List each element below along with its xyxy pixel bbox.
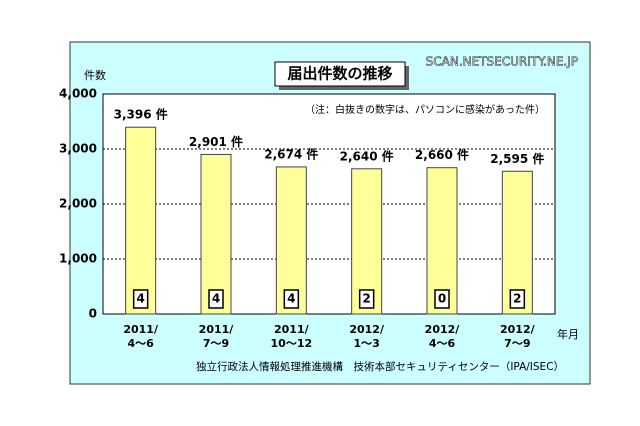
source: 独立行政法人情報処理推進機構 技術本部セキュリティセンター（IPA/ISEC） <box>196 360 564 373</box>
x-tick-label: 4～6 <box>128 337 155 350</box>
value-label: 2,640 件 <box>340 148 394 163</box>
infected-label: 2 <box>362 292 370 306</box>
x-tick-label: 1～3 <box>354 337 380 350</box>
infected-label: 0 <box>438 292 446 306</box>
x-tick-label: 7～9 <box>504 337 530 350</box>
x-tick-label: 2012/ <box>500 323 536 336</box>
infected-label: 4 <box>136 292 144 306</box>
infected-box <box>509 289 526 309</box>
bar <box>125 126 157 315</box>
x-tick-label: 4～6 <box>429 337 456 350</box>
infected-box <box>132 289 149 309</box>
x-tick-label: 2012/ <box>425 323 461 336</box>
y-tick-label: 2,000 <box>59 197 97 211</box>
infected-box <box>434 289 450 309</box>
infected-label: 4 <box>212 292 220 306</box>
infected-box <box>208 289 224 309</box>
x-tick-label: 2011/ <box>274 323 310 336</box>
infected-label: 4 <box>287 292 295 306</box>
watermark: SCAN.NETSECURITY.NE.JP <box>426 55 578 69</box>
y-tick-label: 1,000 <box>59 252 97 266</box>
value-label: 2,674 件 <box>264 146 318 161</box>
y-tick-label: 0 <box>89 307 97 321</box>
value-label: 2,595 件 <box>490 151 544 166</box>
infected-box <box>283 289 300 309</box>
x-tick-label: 10～12 <box>271 337 313 350</box>
value-label: 2,660 件 <box>415 147 469 162</box>
y-axis-label: 件数 <box>84 69 106 82</box>
value-label: 3,396 件 <box>114 107 168 122</box>
bar <box>200 153 232 315</box>
y-tick-label: 4,000 <box>59 87 97 101</box>
infected-label: 2 <box>513 292 521 306</box>
x-tick-label: 2011/ <box>123 323 159 336</box>
x-axis-label: 年月 <box>557 327 579 341</box>
title-box <box>274 61 406 87</box>
note: （注：白抜きの数字は、パソコンに感染があった件） <box>305 103 545 116</box>
infected-box <box>358 289 375 309</box>
x-tick-label: 7～9 <box>203 337 229 350</box>
value-label: 2,901 件 <box>189 134 243 149</box>
y-tick-label: 3,000 <box>59 142 97 156</box>
x-tick-label: 2011/ <box>199 323 235 336</box>
x-tick-label: 2012/ <box>349 323 385 336</box>
chart-title: 届出件数の推移 <box>287 65 392 83</box>
